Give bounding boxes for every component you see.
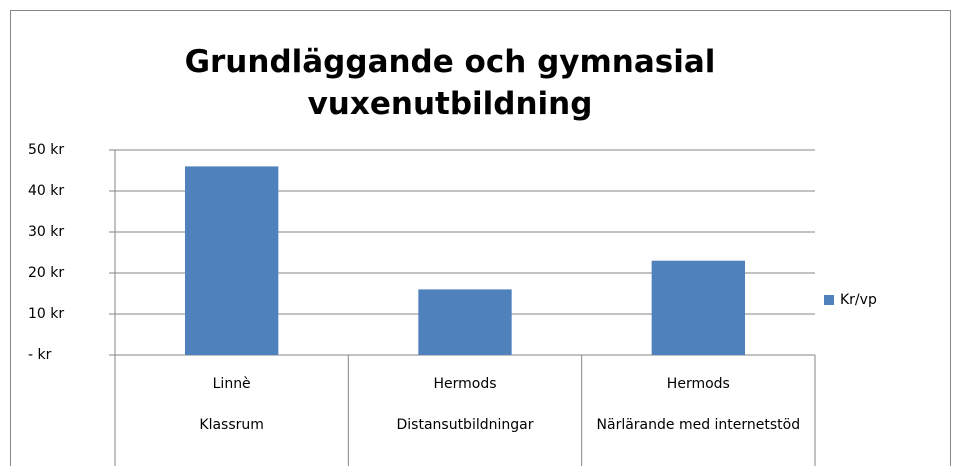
- x-tick-label: Klassrum: [199, 417, 264, 433]
- x-tick-label: Distansutbildningar: [397, 417, 534, 433]
- category-group-label: Hermods: [667, 376, 730, 392]
- y-tick-label: 10 kr: [28, 306, 64, 322]
- bar: [185, 166, 279, 355]
- y-tick-label: 20 kr: [28, 265, 64, 281]
- y-tick-label: 50 kr: [28, 142, 64, 158]
- bar: [651, 260, 745, 355]
- bar: [418, 289, 512, 355]
- legend-label: Kr/vp: [840, 292, 877, 308]
- legend-swatch: [824, 295, 834, 305]
- chart-title: Grundläggande och gymnasial vuxenutbildni…: [185, 44, 716, 122]
- chart-border: [10, 10, 951, 466]
- y-tick-label: - kr: [28, 347, 52, 363]
- x-tick-label: Närlärande med internetstöd: [597, 417, 801, 433]
- category-group-label: Linnè: [213, 376, 251, 392]
- y-tick-label: 40 kr: [28, 183, 64, 199]
- category-group-label: Hermods: [433, 376, 496, 392]
- y-tick-label: 30 kr: [28, 224, 64, 240]
